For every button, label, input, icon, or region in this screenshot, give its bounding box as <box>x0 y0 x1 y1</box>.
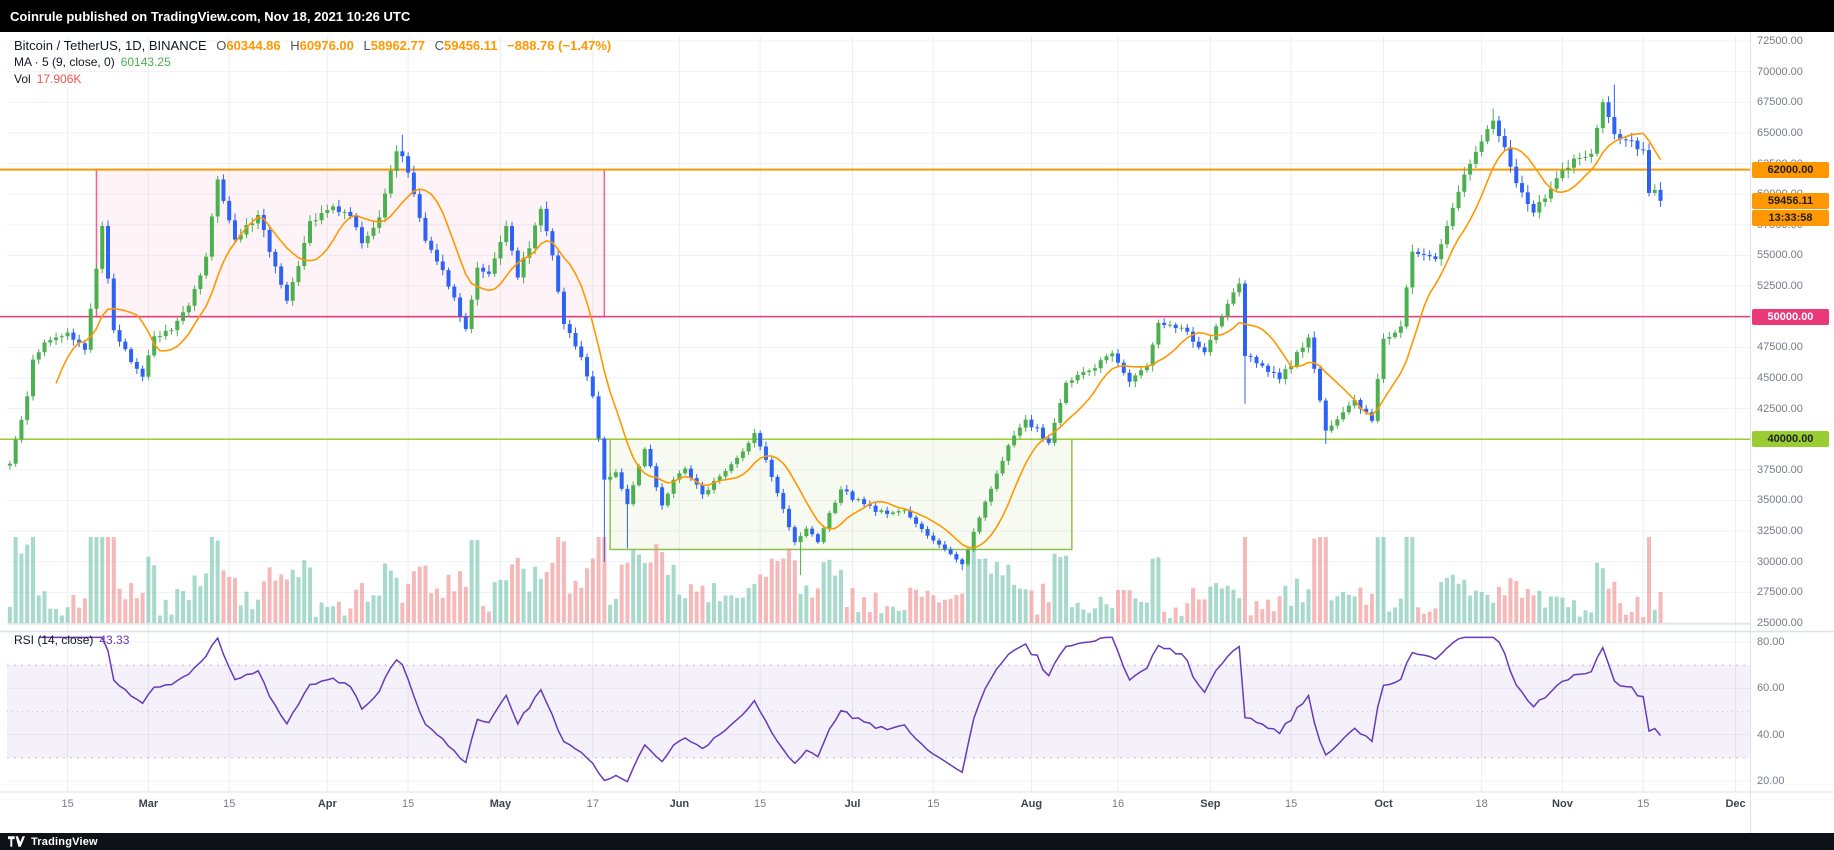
time-label: 16 <box>1111 798 1125 810</box>
grid-layer <box>7 36 1750 792</box>
tradingview-logo[interactable] <box>8 836 25 847</box>
candles-layer[interactable] <box>7 84 1663 576</box>
price-tick: 35000.00 <box>1757 494 1803 507</box>
time-label: 15 <box>1285 798 1298 810</box>
time-label: Sep <box>1200 798 1221 810</box>
price-badge: 50000.00 <box>1752 308 1829 325</box>
volume-label: Vol <box>14 72 31 86</box>
price-tick: 42500.00 <box>1757 402 1803 415</box>
price-tick: 65000.00 <box>1757 126 1803 139</box>
price-tick: 67500.00 <box>1757 96 1803 109</box>
price-tick: 52500.00 <box>1757 280 1803 293</box>
price-tick: 27500.00 <box>1757 586 1803 599</box>
open-label: O <box>216 38 227 53</box>
rsi-legend[interactable]: RSI (14, close) 43.33 <box>14 633 129 647</box>
footer-bar: TradingView <box>0 833 1834 850</box>
time-label: Mar <box>138 798 159 810</box>
price-tick: 72500.00 <box>1757 35 1803 47</box>
time-label: 18 <box>1475 798 1488 810</box>
rsi-value: 43.33 <box>99 633 130 647</box>
high-value: 60976.00 <box>299 38 354 53</box>
time-label: May <box>489 798 512 810</box>
price-tick: 32500.00 <box>1757 525 1803 538</box>
time-label: 15 <box>1637 798 1650 810</box>
time-label: 15 <box>401 798 415 810</box>
open-value: 60344.86 <box>226 38 281 53</box>
time-label: Jun <box>669 798 690 810</box>
rsi-label: RSI (14, close) <box>14 633 94 647</box>
price-tick: 37500.00 <box>1757 463 1803 476</box>
time-label: Oct <box>1374 798 1393 810</box>
publish-bar: Coinrule published on TradingView.com, N… <box>0 0 1834 32</box>
symbol-legend: Bitcoin / TetherUS, 1D, BINANCE O60344.8… <box>14 37 611 88</box>
volume-value: 17.906K <box>36 72 82 86</box>
rsi-layer[interactable] <box>7 636 1750 783</box>
ma-value: 60143.25 <box>120 55 171 69</box>
price-tick: 47500.00 <box>1757 341 1803 354</box>
rsi-tick: 20.00 <box>1757 775 1785 787</box>
volume-layer <box>7 537 1663 623</box>
time-label: Dec <box>1725 798 1746 810</box>
price-tick: 70000.00 <box>1757 65 1803 78</box>
ma-label: MA · 5 (9, close, 0) <box>14 55 115 69</box>
footer-brand[interactable]: TradingView <box>31 835 98 848</box>
time-label: 15 <box>223 798 236 810</box>
time-label: 15 <box>754 798 767 810</box>
rsi-tick: 60.00 <box>1757 682 1785 695</box>
price-tick: 30000.00 <box>1757 555 1803 568</box>
rsi-tick: 40.00 <box>1757 728 1785 741</box>
rsi-tick: 80.00 <box>1757 636 1785 648</box>
time-label: Nov <box>1552 798 1573 810</box>
low-label: L <box>363 38 371 53</box>
zones-layer[interactable] <box>95 168 1073 551</box>
legend-volume-row[interactable]: Vol 17.906K <box>14 71 611 88</box>
symbol-title[interactable]: Bitcoin / TetherUS, 1D, BINANCE <box>14 38 207 53</box>
price-badge: 62000.00 <box>1752 161 1829 178</box>
time-label: 15 <box>61 798 74 810</box>
publish-text: Coinrule published on TradingView.com, N… <box>10 8 411 24</box>
legend-ma-row[interactable]: MA · 5 (9, close, 0) 60143.25 <box>14 54 611 71</box>
legend-ohlc-row[interactable]: Bitcoin / TetherUS, 1D, BINANCE O60344.8… <box>14 37 611 54</box>
time-label: Jul <box>844 798 861 810</box>
price-tick: 45000.00 <box>1757 371 1803 384</box>
countdown-badge: 13:33:58 <box>1752 209 1829 226</box>
time-label: 15 <box>927 798 940 810</box>
price-badge: 40000.00 <box>1752 431 1829 448</box>
change-value: −888.76 (−1.47%) <box>507 38 612 53</box>
high-label: H <box>290 38 300 53</box>
close-value: 59456.11 <box>444 38 498 53</box>
price-badge: 59456.11 <box>1752 192 1829 209</box>
rsi-line[interactable] <box>38 636 1662 783</box>
time-label: Aug <box>1020 798 1043 810</box>
time-label: Apr <box>317 798 337 810</box>
ma-line[interactable] <box>55 132 1662 549</box>
levels-layer[interactable] <box>0 168 1750 440</box>
price-tick: 55000.00 <box>1757 249 1803 262</box>
low-value: 58962.77 <box>370 38 425 53</box>
time-label: 17 <box>586 798 599 810</box>
close-label: C <box>434 38 445 53</box>
price-tick: 25000.00 <box>1757 617 1803 629</box>
